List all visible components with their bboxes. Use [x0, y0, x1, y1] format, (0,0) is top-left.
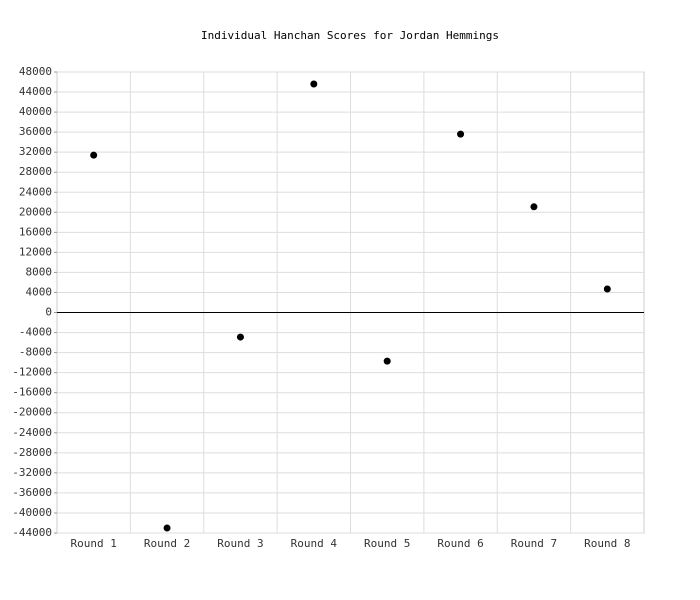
y-tick-label: -24000: [12, 426, 52, 439]
y-tick-label: -4000: [19, 326, 52, 339]
y-tick-label: -8000: [19, 346, 52, 359]
y-tick-label: -12000: [12, 366, 52, 379]
x-tick-label: Round 4: [291, 537, 338, 550]
y-tick-label: -32000: [12, 466, 52, 479]
y-tick-label: 28000: [19, 165, 52, 178]
y-tick-label: 24000: [19, 185, 52, 198]
chart-title: Individual Hanchan Scores for Jordan Hem…: [201, 29, 499, 42]
x-tick-label: Round 2: [144, 537, 190, 550]
y-tick-label: 40000: [19, 105, 52, 118]
point: [457, 130, 465, 138]
y-tick-label: 36000: [19, 125, 52, 138]
y-tick-label: -36000: [12, 486, 52, 499]
point: [90, 151, 98, 159]
y-tick-label: -40000: [12, 506, 52, 519]
point: [236, 333, 244, 341]
y-tick-label: 4000: [26, 285, 53, 298]
y-tick-label: 48000: [19, 65, 52, 78]
y-tick-label: -20000: [12, 406, 52, 419]
y-tick-label: 8000: [26, 265, 53, 278]
x-tick-label: Round 7: [511, 537, 557, 550]
point: [310, 80, 318, 88]
x-tick-label: Round 8: [584, 537, 630, 550]
point: [530, 203, 538, 211]
y-tick-label: 20000: [19, 205, 52, 218]
y-tick-label: 0: [45, 306, 52, 319]
point: [163, 524, 171, 532]
y-tick-label: 32000: [19, 145, 52, 158]
y-tick-label: -44000: [12, 526, 52, 539]
x-tick-label: Round 5: [364, 537, 410, 550]
y-tick-label: -28000: [12, 446, 52, 459]
point: [383, 357, 391, 365]
x-tick-label: Round 1: [71, 537, 117, 550]
point: [603, 285, 611, 293]
y-tick-label: 16000: [19, 225, 52, 238]
y-tick-label: -16000: [12, 386, 52, 399]
y-tick-label: 12000: [19, 245, 52, 258]
x-tick-label: Round 6: [437, 537, 483, 550]
y-tick-label: 44000: [19, 85, 52, 98]
x-tick-label: Round 3: [217, 537, 263, 550]
